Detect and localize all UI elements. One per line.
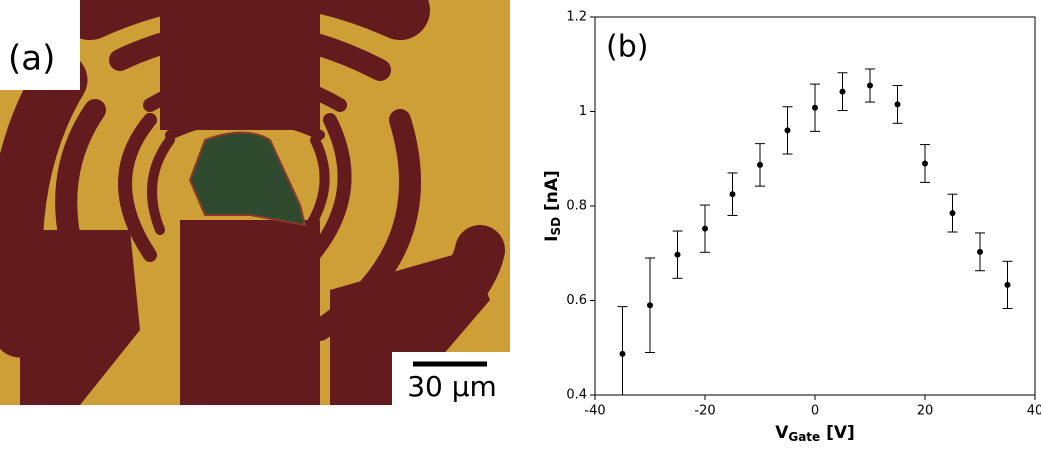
- y-tick-label: 1: [579, 104, 587, 119]
- plot-area: [617, 68, 1013, 395]
- data-point: [784, 127, 791, 134]
- data-point: [812, 104, 818, 111]
- data-point: [949, 210, 956, 217]
- y-label-sub: SD: [549, 217, 563, 236]
- data-point: [894, 101, 901, 108]
- data-point: [674, 251, 681, 258]
- data-point: [1004, 281, 1011, 288]
- y-label-main: I: [542, 236, 562, 242]
- annotation: (b): [606, 30, 648, 65]
- y-tick-label: 0.6: [566, 293, 587, 308]
- data-point: [619, 350, 626, 357]
- x-tick-label: 20: [917, 404, 934, 419]
- data-point: [757, 161, 763, 168]
- data-point: [867, 82, 873, 89]
- y-tick-label: 0.4: [566, 388, 587, 403]
- y-label-rest: [nA]: [542, 170, 562, 217]
- y-axis-label: ISD [nA]: [542, 170, 563, 242]
- y-tick-label: 0.8: [566, 199, 587, 214]
- micrograph: [0, 0, 510, 405]
- data-point: [922, 160, 928, 167]
- data-point: [647, 302, 653, 309]
- y-tick-label: 1.2: [566, 10, 587, 25]
- data-point: [729, 191, 736, 198]
- x-tick-label: -40: [584, 404, 605, 419]
- label-box: [0, 0, 80, 90]
- x-label-rest: [V]: [820, 423, 855, 443]
- data-point: [839, 88, 846, 95]
- panel-label: (a): [8, 39, 55, 79]
- data-point: [977, 248, 983, 255]
- x-axis-label: VGate [V]: [775, 423, 855, 444]
- x-tick-label: 40: [1027, 404, 1041, 419]
- x-label-main: V: [775, 423, 789, 443]
- x-label-sub: Gate: [788, 430, 820, 444]
- scale-box: [392, 352, 510, 405]
- data-point: [702, 225, 708, 232]
- x-tick-label: 0: [811, 404, 819, 419]
- plot-frame: [594, 16, 1036, 396]
- x-tick-label: -20: [694, 404, 715, 419]
- scale-label: 30 µm: [407, 370, 497, 403]
